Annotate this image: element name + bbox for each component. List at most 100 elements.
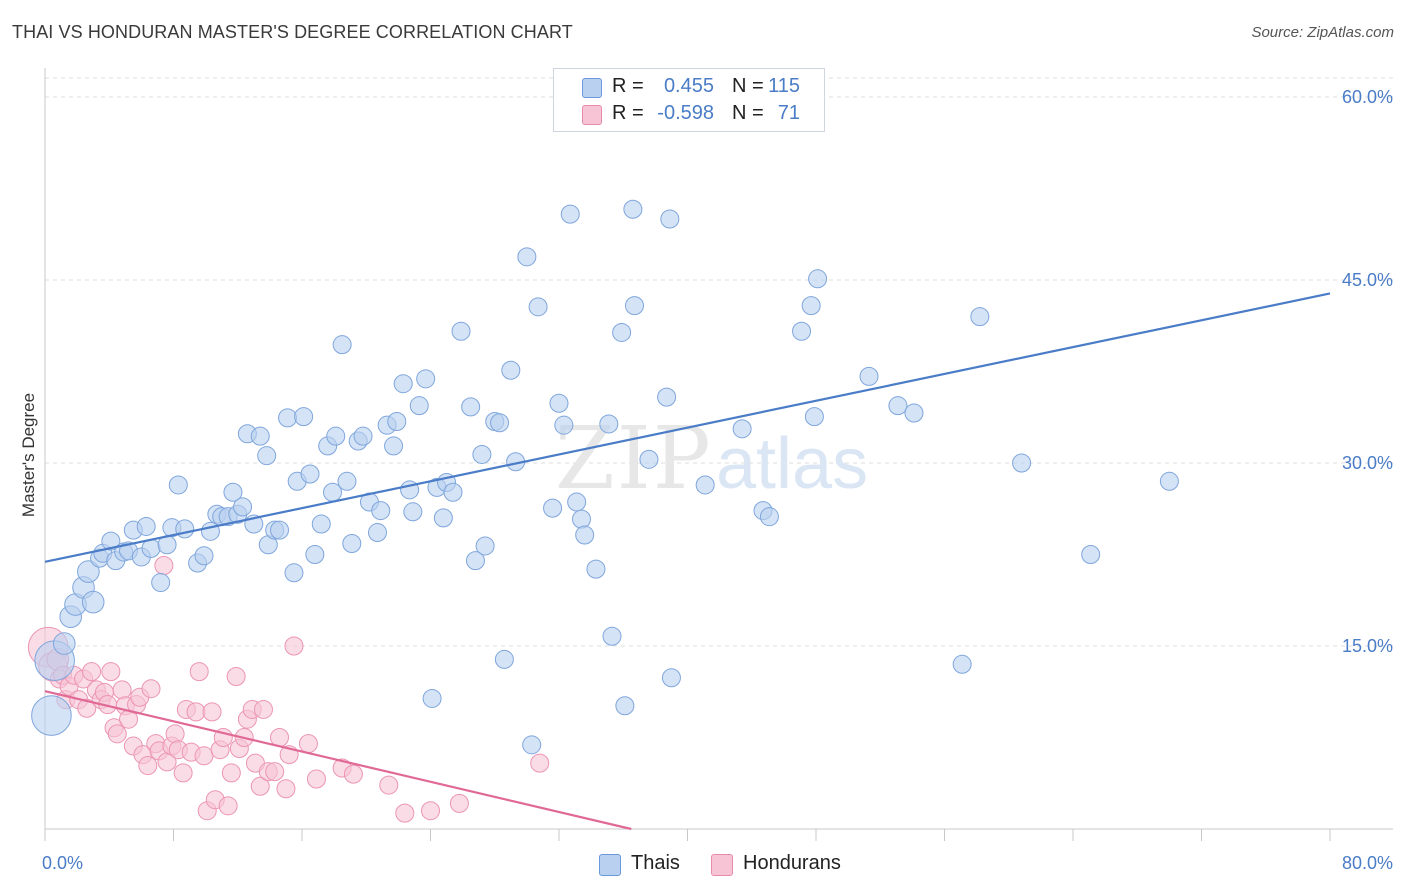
honduran-point bbox=[141, 679, 161, 699]
thai-point bbox=[223, 482, 243, 502]
thai-point bbox=[168, 475, 188, 495]
legend-n-label: N = bbox=[732, 75, 764, 97]
thai-point bbox=[624, 296, 644, 316]
honduran-point bbox=[165, 724, 185, 744]
honduran-point bbox=[189, 662, 209, 682]
bottom-legend-label-hondurans: Hondurans bbox=[743, 852, 841, 874]
honduran-point bbox=[138, 756, 158, 776]
thai-point bbox=[639, 449, 659, 469]
thai-point bbox=[472, 444, 492, 464]
thai-point bbox=[136, 516, 156, 536]
y-tick-label: 30.0% bbox=[1342, 453, 1393, 473]
legend-row-honduran: R = -0.598 N = 71 bbox=[554, 100, 824, 128]
thai-point bbox=[403, 502, 423, 522]
thai-point bbox=[560, 204, 580, 224]
y-tick-label: 60.0% bbox=[1342, 87, 1393, 107]
honduran-point bbox=[194, 746, 214, 766]
honduran-point bbox=[395, 803, 415, 823]
honduran-point bbox=[112, 680, 132, 700]
honduran-point bbox=[101, 662, 121, 682]
thai-point bbox=[1159, 471, 1179, 491]
thai-point bbox=[615, 696, 635, 716]
thai-point bbox=[517, 247, 537, 267]
thai-point bbox=[284, 563, 304, 583]
gridlines bbox=[45, 77, 1393, 647]
thai-point bbox=[1012, 453, 1032, 473]
legend-r-value: -0.598 bbox=[657, 102, 714, 124]
legend: R = 0.455 N = 115 R = -0.598 N = 71 bbox=[553, 68, 825, 132]
thai-point bbox=[422, 688, 442, 708]
thai-point bbox=[52, 632, 76, 655]
honduran-point bbox=[421, 801, 440, 821]
thai-point bbox=[801, 296, 821, 316]
thai-point bbox=[270, 520, 290, 540]
thai-point bbox=[475, 536, 495, 556]
thai-point bbox=[194, 546, 214, 566]
thai-point bbox=[387, 412, 407, 432]
honduran-point bbox=[343, 764, 363, 784]
thai-point bbox=[353, 426, 373, 446]
honduran-point bbox=[284, 636, 304, 656]
thai-point bbox=[461, 397, 481, 417]
legend-r-label: R = bbox=[612, 102, 644, 124]
thai-point bbox=[384, 436, 404, 456]
y-tick-label: 15.0% bbox=[1342, 636, 1393, 656]
y-tick-label: 45.0% bbox=[1342, 270, 1393, 290]
thai-point bbox=[81, 590, 105, 614]
legend-r-label: R = bbox=[612, 75, 644, 97]
thai-point bbox=[567, 492, 587, 512]
honduran-point bbox=[530, 753, 550, 773]
bottom-legend-swatch-hondurans bbox=[711, 854, 733, 876]
honduran-point bbox=[276, 779, 296, 799]
honduran-point bbox=[173, 763, 193, 783]
thai-point bbox=[490, 413, 510, 433]
thai-point bbox=[543, 498, 563, 518]
thai-point bbox=[443, 482, 463, 502]
thai-point bbox=[371, 501, 391, 521]
thai-point bbox=[602, 626, 622, 646]
thai-point bbox=[804, 407, 824, 427]
thai-point bbox=[233, 497, 253, 517]
thai-point bbox=[695, 475, 715, 495]
thai-points bbox=[31, 199, 1179, 755]
thai-point bbox=[586, 559, 606, 579]
thai-point bbox=[792, 321, 812, 341]
honduran-point bbox=[253, 699, 273, 719]
honduran-point bbox=[226, 667, 246, 686]
thai-point bbox=[416, 369, 436, 389]
honduran-point bbox=[154, 555, 174, 575]
thai-point bbox=[732, 419, 752, 439]
legend-n-label: N = bbox=[732, 102, 764, 124]
legend-n-value: 71 bbox=[777, 102, 800, 124]
thai-point bbox=[31, 695, 72, 736]
thai-point bbox=[342, 534, 362, 554]
thai-point bbox=[332, 335, 352, 355]
thai-point bbox=[904, 403, 924, 423]
thai-point bbox=[952, 654, 972, 674]
honduran-point bbox=[202, 702, 222, 722]
legend-r-value: 0.455 bbox=[663, 75, 714, 97]
y-axis-label: Master's Degree bbox=[19, 393, 38, 517]
honduran-point bbox=[379, 775, 399, 795]
thai-point bbox=[888, 396, 908, 416]
tick-labels: 15.0% 30.0% 45.0% 60.0% 0.0% 80.0% bbox=[42, 87, 1393, 873]
thai-point bbox=[494, 649, 514, 669]
honduran-point bbox=[107, 724, 127, 744]
thai-point bbox=[759, 507, 779, 527]
honduran-point bbox=[186, 702, 206, 722]
watermark-zip: ZIP bbox=[555, 409, 713, 509]
trend-lines bbox=[44, 292, 1331, 831]
thai-point bbox=[1081, 545, 1101, 564]
thai-point bbox=[808, 269, 828, 289]
thai-point bbox=[250, 426, 270, 446]
watermark: ZIP atlas bbox=[555, 409, 868, 509]
honduran-point bbox=[221, 763, 241, 783]
honduran-point bbox=[306, 769, 326, 789]
thai-point bbox=[549, 393, 569, 413]
thai-point bbox=[554, 415, 574, 435]
thai-point bbox=[571, 509, 591, 529]
thai-point bbox=[337, 471, 357, 491]
thai-point bbox=[599, 414, 619, 434]
thai-point bbox=[575, 525, 595, 545]
